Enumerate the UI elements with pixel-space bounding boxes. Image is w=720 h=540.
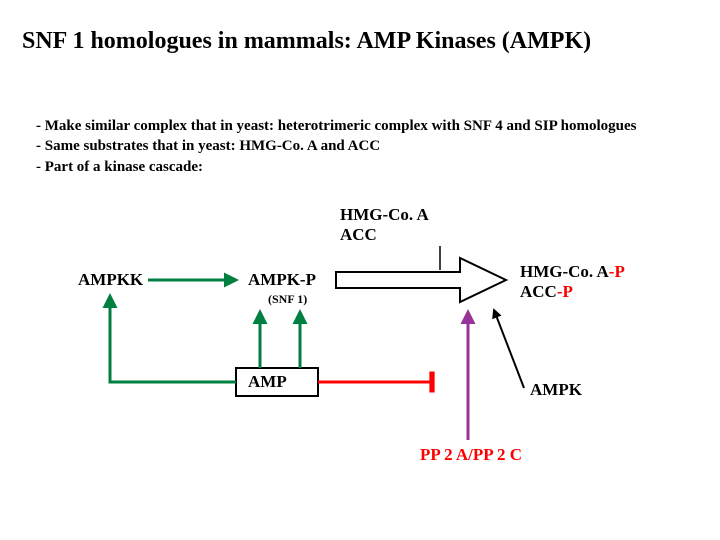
arrow-ampkp-to-products xyxy=(336,258,506,302)
arrow-ampk-label xyxy=(494,310,524,388)
box-amp xyxy=(236,368,318,396)
kinase-cascade-diagram xyxy=(0,0,720,540)
arrow-amp-to-ampkk xyxy=(110,296,236,382)
